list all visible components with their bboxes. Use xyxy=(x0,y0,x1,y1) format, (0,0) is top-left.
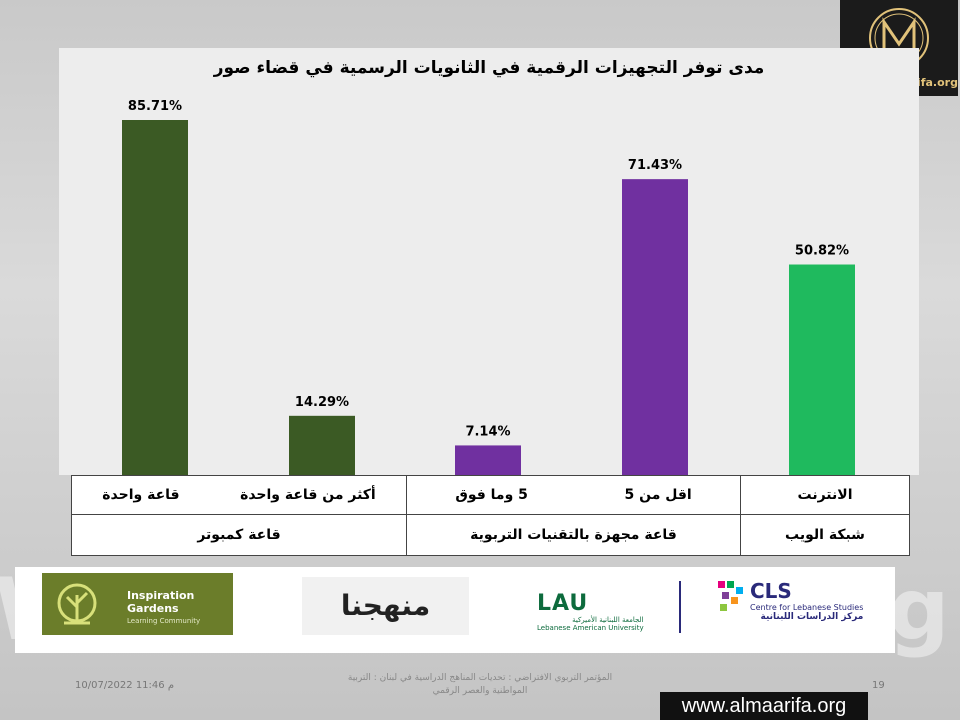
cls-arabic: مركز الدراسات اللبنانية xyxy=(760,612,864,622)
category-table: أكثر من قاعة واحدة قاعة واحدة اقل من 5 5… xyxy=(71,475,910,556)
footer-date: 10/07/2022 11:46 م xyxy=(75,680,175,691)
bar-2 xyxy=(289,415,355,475)
partner-logos: Inspiration Gardens Learning Community م… xyxy=(15,567,895,653)
chart-panel: مدى توفر التجهيزات الرقمية في الثانويات … xyxy=(59,48,919,475)
page-number: 19 xyxy=(872,680,885,691)
lau-sub: Lebanese American University xyxy=(537,624,644,632)
group-computer: قاعة كمبوتر xyxy=(71,514,407,556)
group-edu: قاعة مجهزة بالتقنيات التربوية xyxy=(406,514,741,556)
lau-logo: LAU الجامعة اللبنانية الأميركية Lebanese… xyxy=(537,591,644,632)
url-banner: www.almaarifa.org xyxy=(660,692,868,720)
manahij-logo: منهجنا xyxy=(302,577,469,635)
label-edu-5plus: 5 وما فوق xyxy=(455,487,528,503)
cls-sub: Centre for Lebanese Studies xyxy=(750,603,864,612)
edu-cell: اقل من 5 5 وما فوق xyxy=(406,475,741,515)
bar-value-label-1: 85.71% xyxy=(128,99,182,114)
label-computer-one: قاعة واحدة xyxy=(102,487,180,503)
tree-icon xyxy=(57,583,97,625)
bar-value-label-5: 50.82% xyxy=(795,244,849,259)
computer-cell: أكثر من قاعة واحدة قاعة واحدة xyxy=(71,475,407,515)
manahij-text: منهجنا xyxy=(340,589,431,622)
url-banner-text: www.almaarifa.org xyxy=(681,695,847,717)
cls-name: CLS xyxy=(750,579,792,603)
inspiration-gardens-logo: Inspiration Gardens Learning Community xyxy=(42,573,233,635)
web-cell: الانترنت xyxy=(740,475,910,515)
lau-name: LAU xyxy=(537,591,589,616)
lau-arabic: الجامعة اللبنانية الأميركية xyxy=(572,616,644,624)
bar-4 xyxy=(622,179,688,475)
label-web-internet: الانترنت xyxy=(797,487,853,503)
group-web: شبكة الويب xyxy=(740,514,910,556)
bar-value-label-3: 7.14% xyxy=(465,424,510,439)
label-edu-less5: اقل من 5 xyxy=(624,487,692,503)
bar-3 xyxy=(455,445,521,475)
cls-squares-icon xyxy=(718,581,743,611)
cls-logo: CLS Centre for Lebanese Studies مركز الد… xyxy=(718,579,864,622)
inspiration-title: Inspiration Gardens xyxy=(127,589,195,615)
chart-title: مدى توفر التجهيزات الرقمية في الثانويات … xyxy=(213,58,765,78)
bar-value-label-4: 71.43% xyxy=(628,158,682,173)
inspiration-sub: Learning Community xyxy=(127,617,201,625)
bar-1 xyxy=(122,120,188,475)
footer-conference: المؤتمر التربوي الافتراضي : تحديات المنا… xyxy=(347,673,613,696)
logo-divider xyxy=(679,581,681,633)
bar-chart: 85.71% 14.29% 7.14% 71.43% 50.82% xyxy=(122,99,855,475)
bar-5 xyxy=(789,264,855,475)
bar-value-label-2: 14.29% xyxy=(295,395,349,410)
label-computer-more: أكثر من قاعة واحدة xyxy=(240,487,376,503)
